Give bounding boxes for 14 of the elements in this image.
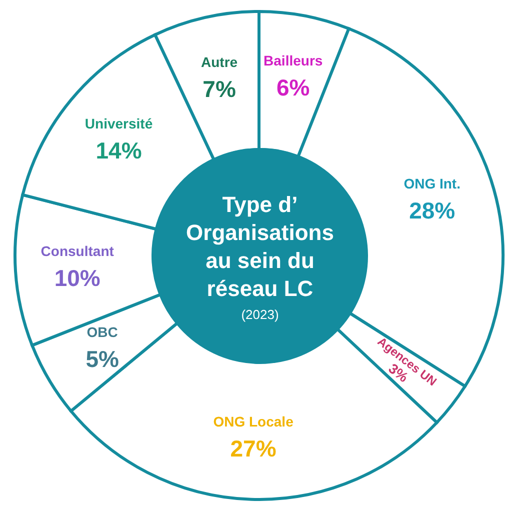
data-label: 14% xyxy=(96,137,142,164)
data-label: 5% xyxy=(86,346,119,372)
slice-label: OBC xyxy=(86,324,118,340)
data-label: 28% xyxy=(409,197,456,224)
slice-label: Bailleurs xyxy=(264,52,323,69)
data-label: 6% xyxy=(276,74,310,101)
slice-label: ONG Locale xyxy=(213,413,294,430)
data-label: 7% xyxy=(202,76,236,102)
slice-label: Université xyxy=(84,115,153,132)
slice-label: Autre xyxy=(201,54,238,70)
data-label: 27% xyxy=(230,435,276,462)
data-label: 10% xyxy=(54,264,100,291)
slice-label: Consultant xyxy=(40,242,114,259)
slice-label: ONG Int. xyxy=(404,175,460,192)
